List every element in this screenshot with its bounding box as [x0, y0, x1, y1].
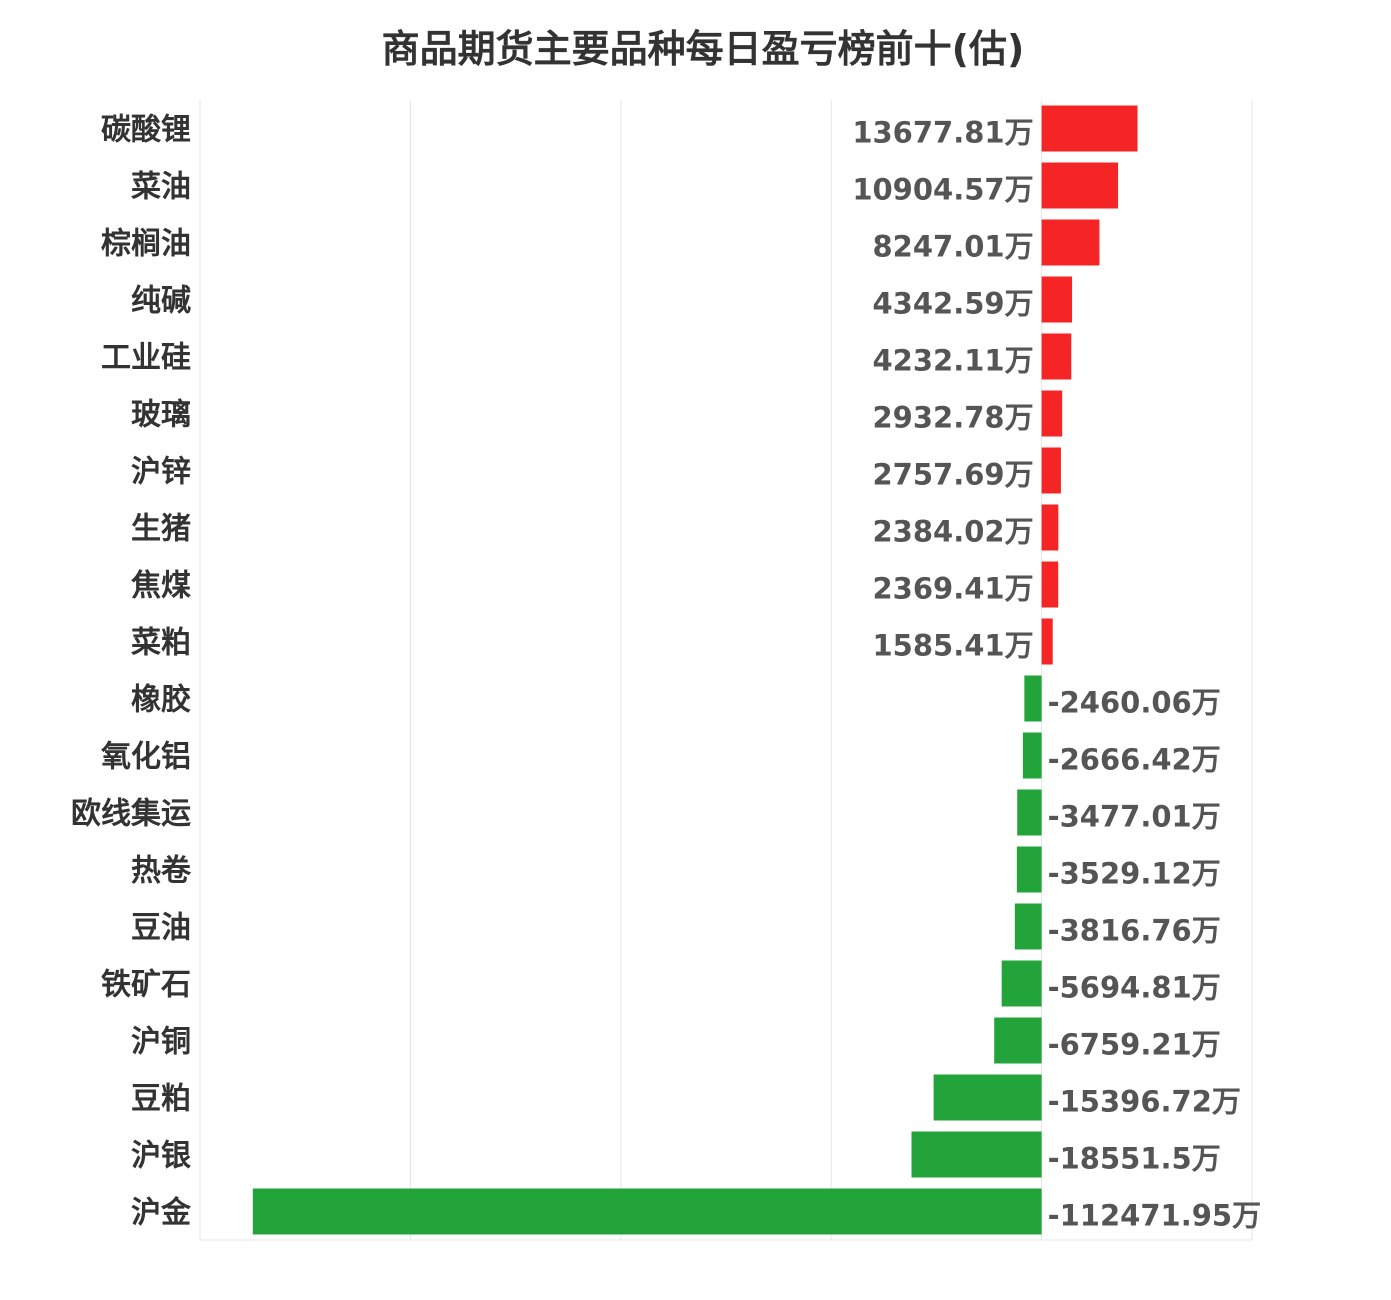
bar: [1041, 447, 1061, 494]
category-label: 热卷: [131, 854, 192, 889]
category-label: 棕榈油: [101, 227, 191, 262]
bar: [1022, 732, 1042, 779]
chart-title: 商品期货主要品种每日盈亏榜前十(估): [382, 27, 1025, 71]
bar: [1041, 276, 1073, 323]
category-label: 生猪: [131, 512, 191, 547]
data-label: -112471.95万: [1048, 1199, 1261, 1233]
category-label: 焦煤: [131, 569, 191, 604]
value-labels: 13677.81万 10904.57万 8247.01万 4342.59万 4232.1…: [852, 116, 1261, 1233]
category-label: 沪锌: [131, 455, 191, 490]
bar: [1041, 105, 1138, 152]
bar: [994, 1017, 1042, 1064]
data-label: -2666.42万: [1048, 743, 1221, 777]
data-label: 1585.41万: [873, 629, 1034, 663]
category-label: 橡胶: [131, 683, 191, 718]
category-label: 铁矿石: [101, 968, 191, 1003]
bar: [1041, 390, 1063, 437]
category-label: 氧化铝: [101, 740, 191, 775]
data-label: 13677.81万: [852, 116, 1033, 150]
category-label: 碳酸锂: [101, 113, 191, 148]
bar: [1041, 618, 1053, 665]
data-label: 2932.78万: [873, 401, 1034, 435]
bar: [1024, 675, 1042, 722]
category-label: 豆粕: [131, 1082, 191, 1117]
bar: [933, 1074, 1042, 1121]
category-label: 沪铜: [131, 1025, 191, 1060]
category-labels: 碳酸锂菜油棕榈油纯碱工业硅玻璃沪锌生猪焦煤菜粕橡胶氧化铝欧线集运热卷豆油铁矿石沪…: [71, 113, 192, 1231]
data-label: -6759.21万: [1048, 1028, 1221, 1062]
category-label: 沪金: [131, 1196, 192, 1231]
data-label: -2460.06万: [1048, 686, 1221, 720]
data-label: -3816.76万: [1048, 914, 1221, 948]
category-label: 纯碱: [131, 284, 191, 319]
bar: [1017, 789, 1042, 836]
gridlines: [199, 100, 1253, 1241]
data-label: -15396.72万: [1048, 1085, 1241, 1119]
data-label: 10904.57万: [852, 173, 1033, 207]
bar: [1016, 846, 1042, 893]
data-label: -3529.12万: [1048, 857, 1221, 891]
data-label: 2757.69万: [873, 458, 1034, 492]
bar: [252, 1188, 1042, 1235]
data-label: 2369.41万: [873, 572, 1034, 606]
bar: [1041, 219, 1100, 266]
bar: [1014, 903, 1042, 950]
data-label: 2384.02万: [873, 515, 1034, 549]
bars: [252, 105, 1138, 1235]
data-label: 4232.11万: [873, 344, 1034, 378]
category-label: 玻璃: [131, 398, 191, 433]
bar: [1041, 504, 1059, 551]
bar: [1041, 162, 1119, 209]
bar: [1001, 960, 1042, 1007]
category-label: 欧线集运: [71, 797, 191, 832]
data-label: -5694.81万: [1048, 971, 1221, 1005]
data-label: -18551.5万: [1048, 1142, 1221, 1176]
bar: [1041, 561, 1059, 608]
category-label: 工业硅: [101, 341, 191, 376]
category-label: 豆油: [131, 911, 191, 946]
data-label: -3477.01万: [1048, 800, 1221, 834]
data-label: 4342.59万: [873, 287, 1034, 321]
category-label: 菜油: [131, 170, 191, 205]
category-label: 菜粕: [131, 626, 191, 661]
category-label: 沪银: [131, 1139, 191, 1174]
data-label: 8247.01万: [873, 230, 1034, 264]
bar: [1041, 333, 1072, 380]
bar: [911, 1131, 1042, 1178]
